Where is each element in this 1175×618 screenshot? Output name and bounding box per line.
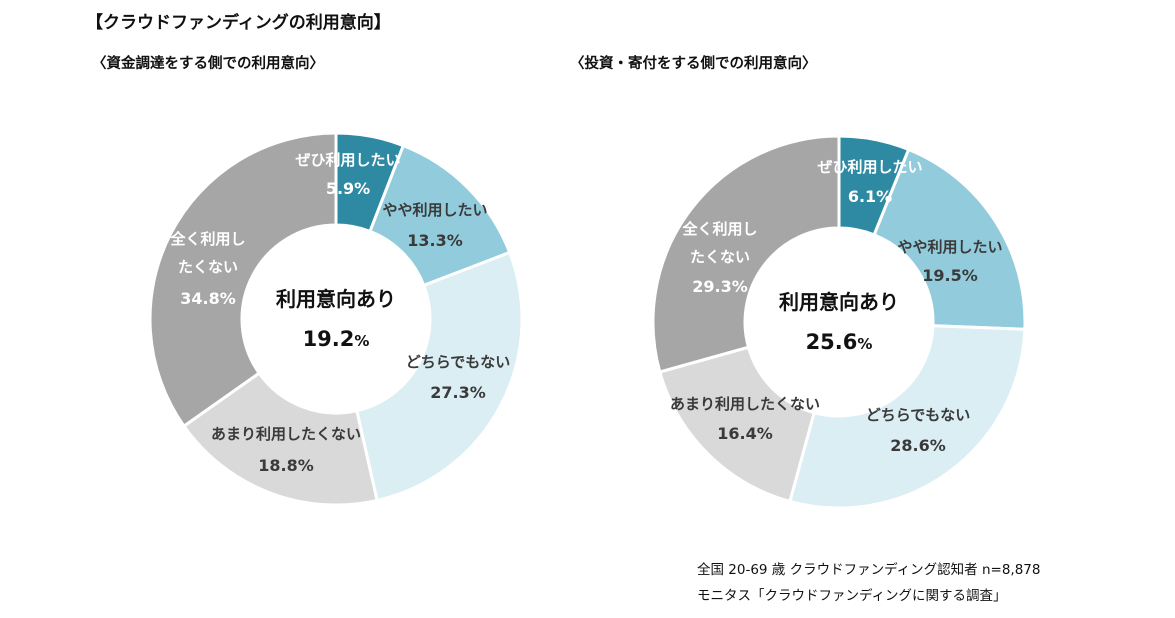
slice-label: どちらでもない: [406, 353, 511, 371]
slice-label: 全く利用し: [169, 230, 245, 248]
main-title: 【クラウドファンディングの利用意向】: [86, 13, 391, 33]
slice-label: どちらでもない: [866, 406, 971, 424]
slice-value: 5.9%: [326, 179, 370, 198]
center-value-number: 25.6: [806, 330, 858, 354]
chart-title-investing: 〈投資・寄付をする側での利用意向〉: [570, 56, 817, 72]
slice-value: 16.4%: [717, 424, 773, 443]
center-value-unit: %: [857, 335, 872, 353]
donut-chart-2: ぜひ利用したい 6.1% やや利用したい 19.5% どちらでもない 28.6% あまり利用…: [651, 134, 1027, 510]
center-value-unit: %: [354, 332, 369, 350]
slice-value: 18.8%: [258, 456, 314, 475]
slice-value: 6.1%: [848, 187, 892, 206]
center-value: 19.2%: [303, 327, 370, 351]
slice-label: たくない: [690, 248, 750, 266]
center-value-number: 19.2: [303, 327, 355, 351]
donut-slice: [181, 371, 379, 507]
survey-population-note: 全国 20-69 歳 クラウドファンディング認知者 n=8,878: [697, 562, 1041, 578]
slice-value: 34.8%: [180, 289, 236, 308]
center-label: 利用意向あり: [276, 287, 396, 311]
slice-label: たくない: [178, 258, 238, 276]
center-label: 利用意向あり: [779, 290, 899, 314]
slice-value: 28.6%: [890, 436, 946, 455]
slice-label: 全く利用し: [681, 220, 757, 238]
donut-slice: [354, 250, 524, 503]
center-value: 25.6%: [806, 330, 873, 354]
donut-chart-1: ぜひ利用したい 5.9% やや利用したい 13.3% どちらでもない 27.3% あまり利用…: [148, 131, 524, 507]
slice-value: 13.3%: [407, 231, 463, 250]
slice-label: ぜひ利用したい: [817, 158, 922, 176]
slice-label: やや利用したい: [382, 201, 487, 219]
survey-source-note: モニタス「クラウドファンディングに関する調査」: [697, 588, 1007, 604]
slice-value: 29.3%: [692, 277, 748, 296]
slice-value: 19.5%: [922, 266, 978, 285]
donut-slice: [651, 134, 841, 374]
slice-label: あまり利用したくない: [670, 395, 820, 413]
chart-title-fundraising: 〈資金調達をする側での利用意向〉: [92, 56, 324, 72]
slice-label: ぜひ利用したい: [295, 151, 400, 169]
donut-slice: [788, 324, 1027, 510]
donut-slice: [872, 147, 1027, 331]
slice-label: あまり利用したくない: [211, 425, 361, 443]
donut-slice: [148, 131, 338, 429]
slice-value: 27.3%: [430, 383, 486, 402]
slice-label: やや利用したい: [897, 238, 1002, 256]
